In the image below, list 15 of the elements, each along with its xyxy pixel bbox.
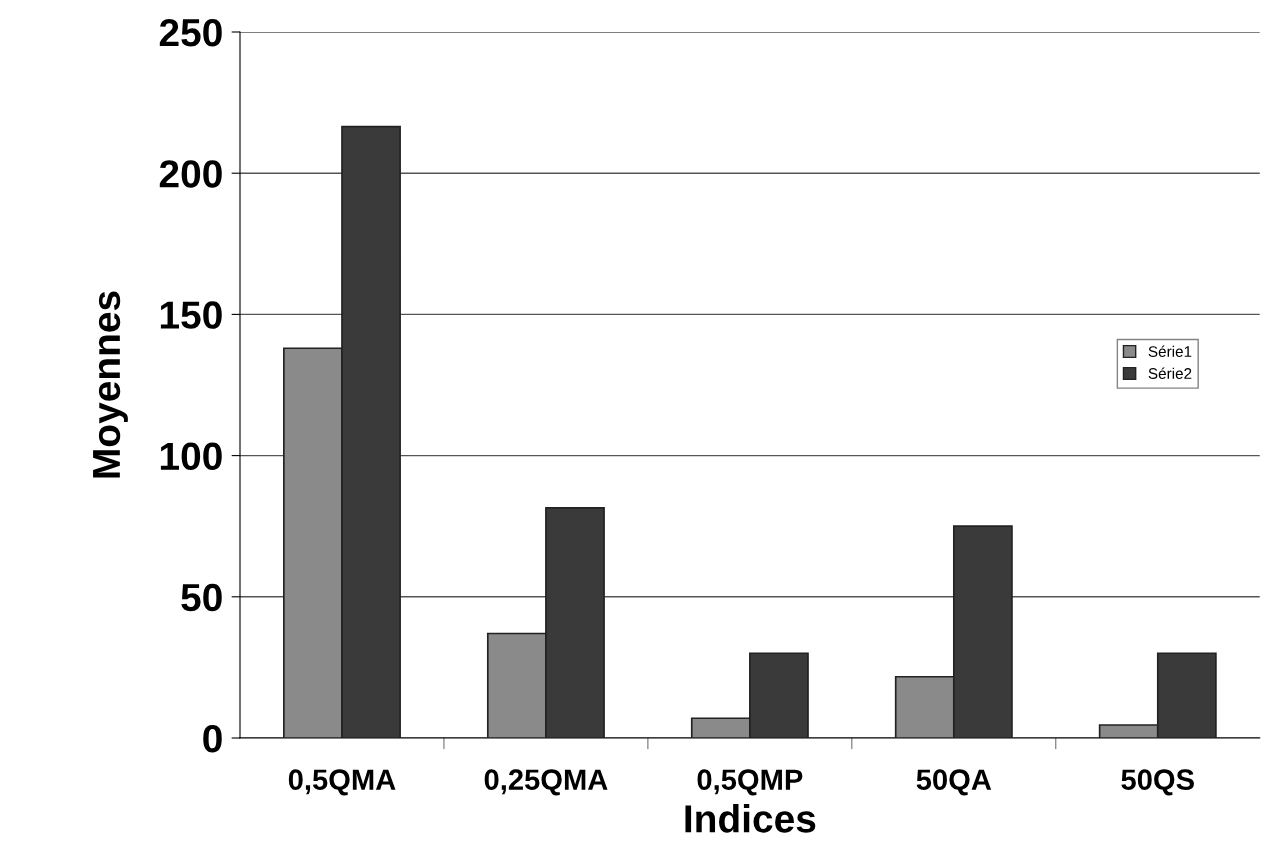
y-tick-label: 0: [203, 724, 222, 753]
y-axis-title: Moyennes: [93, 291, 128, 478]
y-tick-label: 50: [181, 583, 222, 612]
legend-label: Série1: [1148, 345, 1192, 357]
x-tick-label: 50QS: [1121, 769, 1194, 796]
x-tick-label: 0,5QMP: [697, 769, 803, 796]
x-tick-label: 0,5QMA: [288, 769, 396, 796]
y-tick-label: 200: [159, 160, 222, 188]
x-axis-title: Indices: [685, 804, 816, 833]
legend-label: Série2: [1148, 367, 1192, 379]
y-tick-label: 250: [159, 18, 222, 47]
y-tick-label: 150: [160, 301, 222, 329]
x-tick-label: 0,25QMA: [484, 769, 608, 796]
x-tick-label: 50QA: [916, 769, 992, 796]
y-tick-label: 100: [160, 442, 222, 471]
